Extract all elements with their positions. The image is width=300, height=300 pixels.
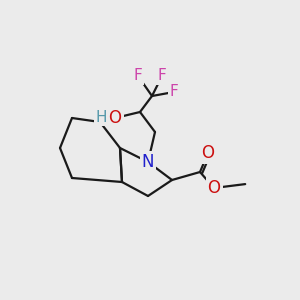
Text: F: F: [158, 68, 166, 83]
Text: H: H: [95, 110, 107, 124]
Text: O: O: [208, 179, 220, 197]
Text: F: F: [134, 68, 142, 83]
Text: O: O: [202, 144, 214, 162]
Text: F: F: [169, 85, 178, 100]
Text: O: O: [109, 109, 122, 127]
Text: N: N: [142, 153, 154, 171]
